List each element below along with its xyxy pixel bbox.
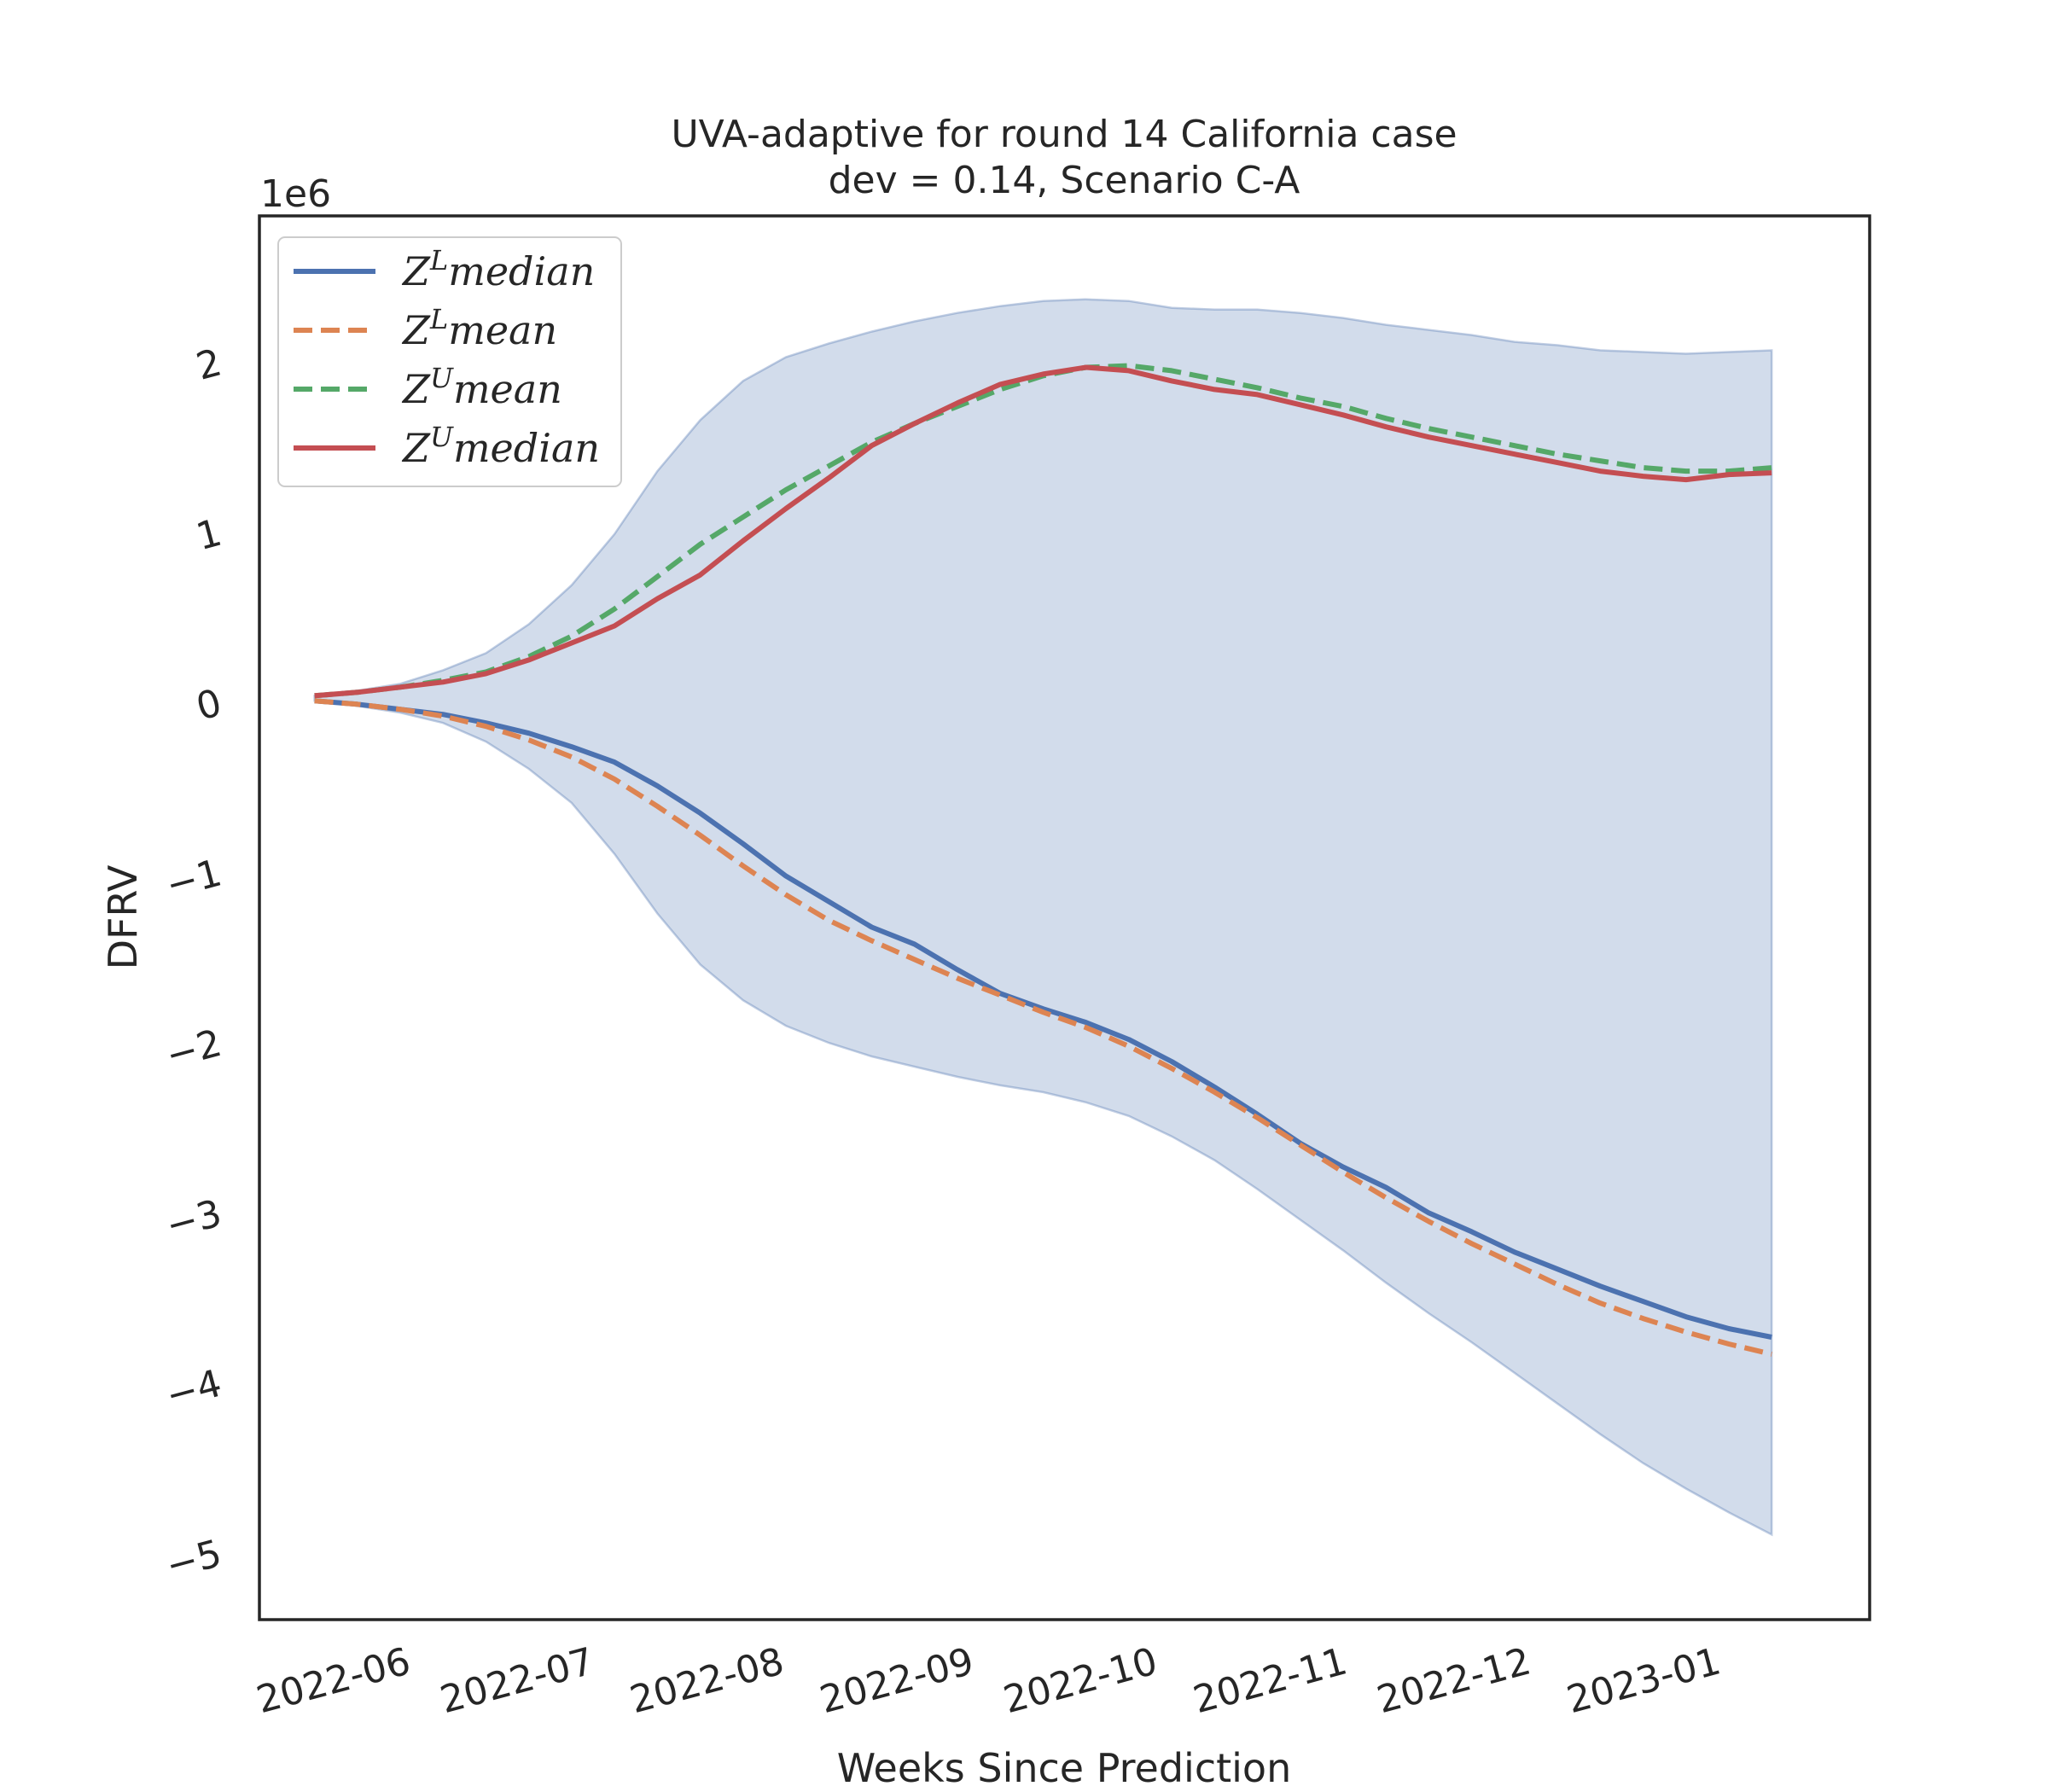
y-axis-label: DFRV — [100, 864, 146, 969]
chart-subtitle: dev = 0.14, Scenario C-A — [829, 159, 1300, 202]
x-axis-label: Weeks Since Prediction — [837, 1745, 1291, 1791]
series-line-l-median — [314, 698, 1772, 1340]
legend-label: ZLmedian — [401, 244, 595, 294]
series-line-l-mean — [314, 698, 1772, 1357]
legend-box — [277, 236, 622, 487]
plot-area — [313, 298, 1773, 1537]
series-line-u-median — [314, 364, 1772, 699]
legend-label: ZUmedian — [401, 421, 600, 471]
legend: ZLmedian ZLmean ZUmean ZUmedian — [277, 236, 622, 487]
chart-title: UVA-adaptive for round 14 California cas… — [671, 113, 1457, 156]
plot-frame — [258, 214, 1871, 1621]
uncertainty-band — [313, 298, 1773, 1537]
legend-label: ZUmean — [401, 362, 562, 412]
y-offset-label: 1e6 — [260, 172, 331, 216]
legend-label: ZLmean — [401, 303, 557, 353]
